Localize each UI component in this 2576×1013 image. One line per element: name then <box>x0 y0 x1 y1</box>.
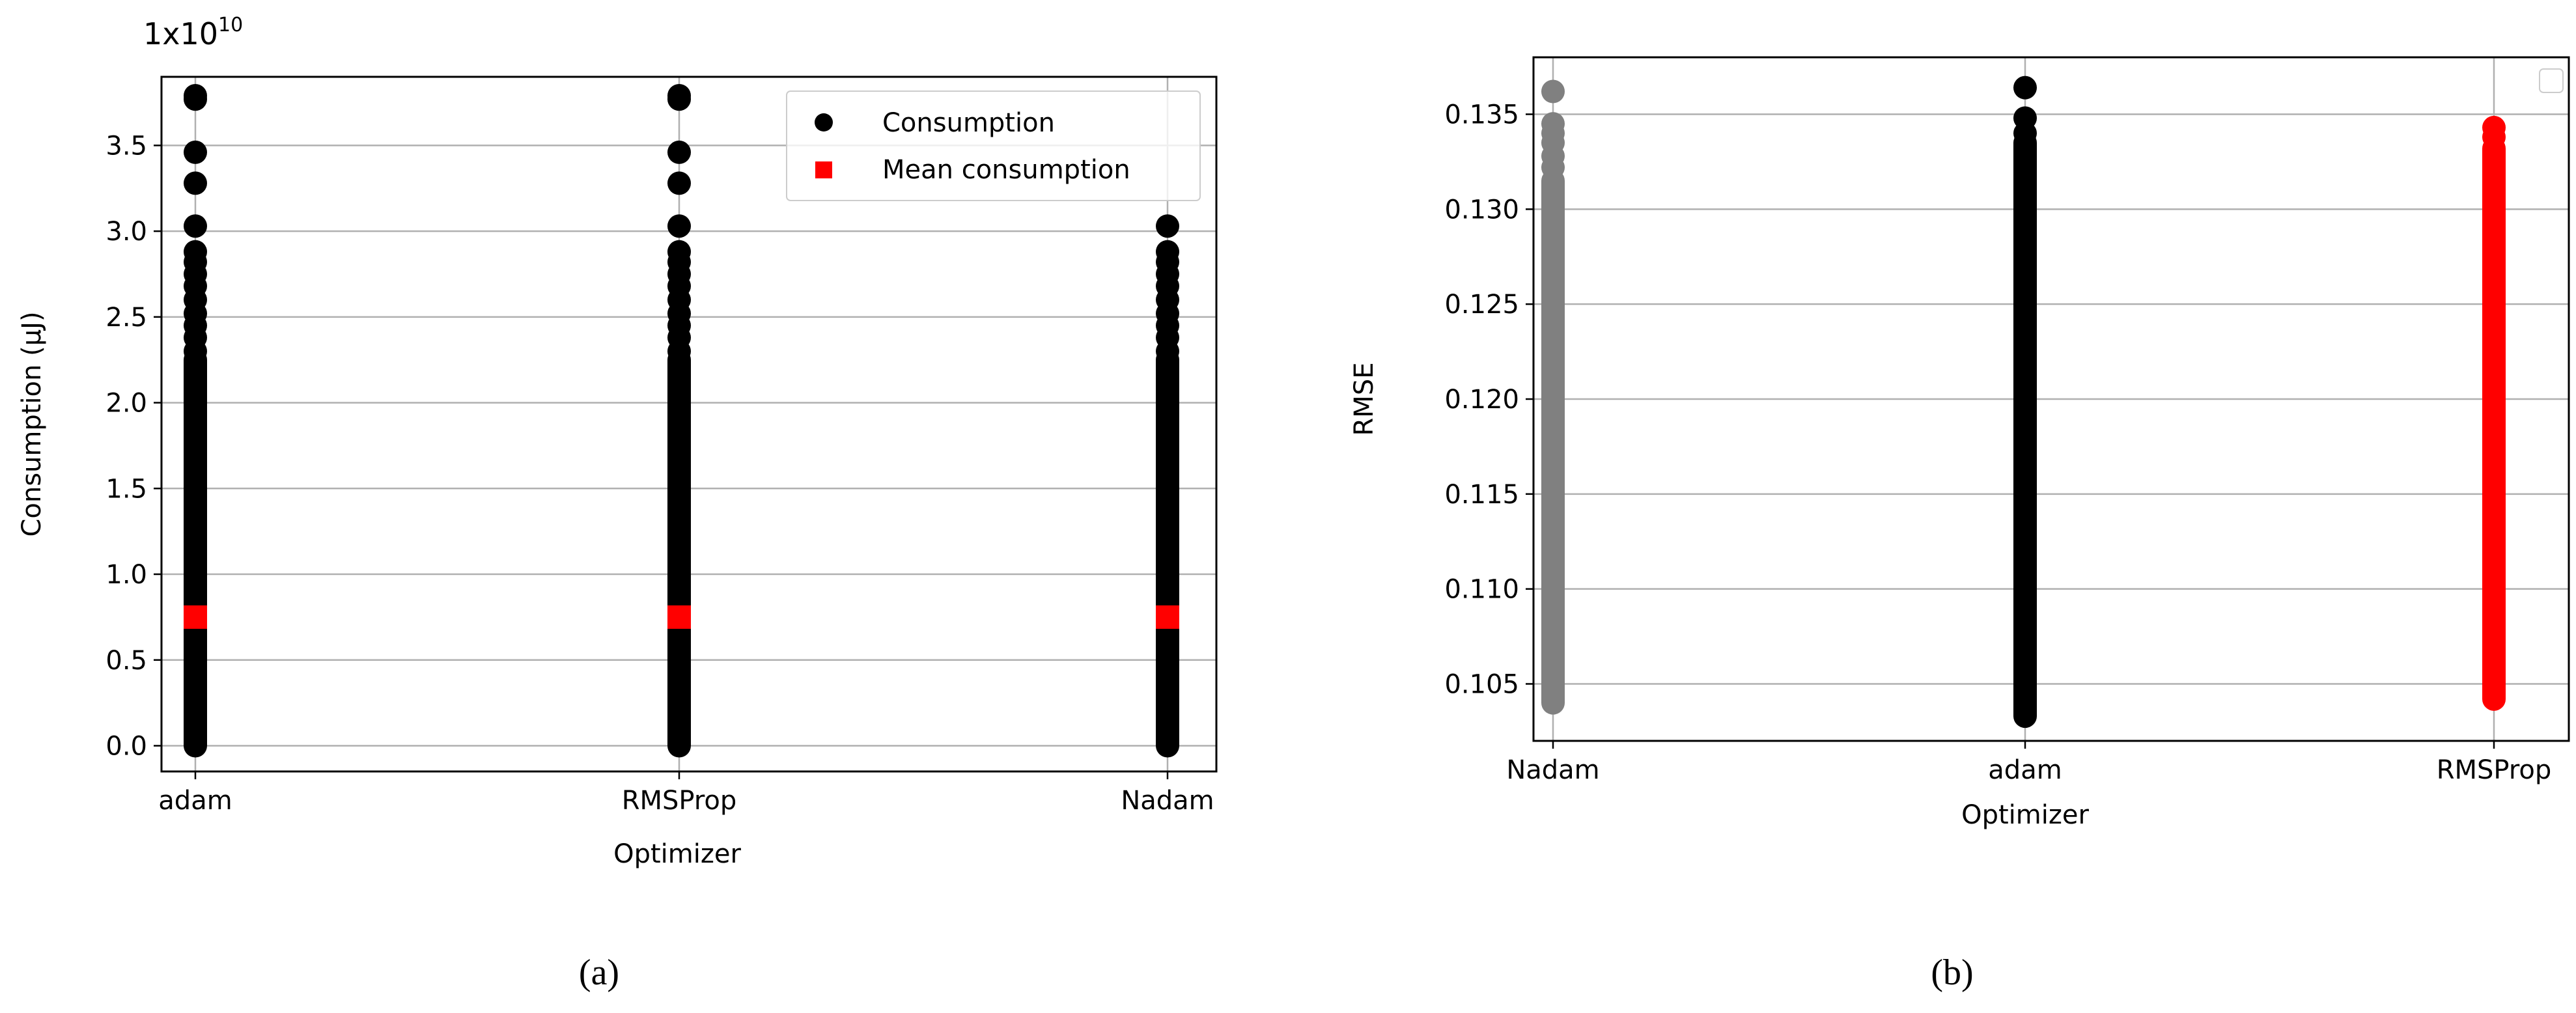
y-tick-label: 2.0 <box>105 389 147 419</box>
x-tick-label: adam <box>158 786 232 816</box>
y-tick-label: 0.125 <box>1444 290 1519 320</box>
grid-lines <box>1533 57 2569 741</box>
data-point <box>1541 112 1565 136</box>
y-axis-ticks: 0.0 0.5 1.0 1.5 2.0 2.5 3.0 3.5 <box>105 131 161 761</box>
data-point <box>2013 76 2037 100</box>
offset-base: 1x10 <box>143 16 218 51</box>
legend-mean-consumption-marker <box>815 161 832 178</box>
chart-panel-a: 0.0 0.5 1.0 1.5 2.0 2.5 3.0 3.5 adam RMSProp Nada… <box>17 14 1218 993</box>
data-point <box>1541 79 1565 104</box>
y-tick-label: 0.105 <box>1444 670 1519 700</box>
mean-marker <box>667 605 691 629</box>
data-point <box>184 214 207 238</box>
data-point <box>2482 115 2506 139</box>
data-point <box>184 83 207 107</box>
data-point <box>667 214 691 238</box>
mean-marker <box>184 605 207 629</box>
y-tick-label: 3.0 <box>105 217 147 247</box>
data-point <box>184 240 207 264</box>
x-tick-label: Nadam <box>1121 786 1214 816</box>
legend-box <box>786 90 1201 201</box>
y-tick-label: 0.130 <box>1444 195 1519 225</box>
x-tick-label: RMSProp <box>622 786 737 816</box>
x-tick-label: RMSProp <box>2437 755 2552 785</box>
data-point <box>667 171 691 195</box>
x-axis-label: Optimizer <box>1961 800 2089 830</box>
data-point <box>2013 106 2037 130</box>
y-axis-ticks: 0.105 0.110 0.115 0.120 0.125 0.130 0.135 <box>1444 100 1533 700</box>
data-point <box>184 140 207 164</box>
data-point <box>1156 214 1179 238</box>
y-tick-label: 2.5 <box>105 303 147 333</box>
y-axis-label: RMSE <box>1349 363 1379 436</box>
caption-a: (a) <box>579 952 619 993</box>
data-point <box>1156 240 1179 264</box>
x-tick-label: Nadam <box>1506 755 1599 785</box>
x-axis-ticks: adam RMSProp Nadam <box>158 771 1214 816</box>
y-tick-label: 1.5 <box>105 474 147 504</box>
plot-frame <box>160 76 1218 773</box>
offset-text: 1x1010 <box>143 14 243 51</box>
x-tick-label: adam <box>1988 755 2062 785</box>
y-tick-label: 1.0 <box>105 560 147 590</box>
mean-marker <box>1156 605 1179 629</box>
legend-mean-consumption-label: Mean consumption <box>882 155 1130 185</box>
y-tick-label: 0.120 <box>1444 385 1519 415</box>
data-point <box>667 240 691 264</box>
y-tick-label: 0.135 <box>1444 100 1519 130</box>
data-points <box>184 83 1179 758</box>
x-axis-ticks: Nadam adam RMSProp <box>1506 741 2551 785</box>
y-tick-label: 0.5 <box>105 646 147 676</box>
y-tick-label: 3.5 <box>105 131 147 161</box>
y-axis-label: Consumption (µJ) <box>17 311 47 536</box>
legend: Consumption Mean consumption <box>786 90 1201 201</box>
legend-consumption-label: Consumption <box>882 108 1055 138</box>
y-tick-label: 0.110 <box>1444 575 1519 605</box>
data-point <box>184 171 207 195</box>
y-tick-label: 0.115 <box>1444 480 1519 510</box>
chart-panel-b: 0.105 0.110 0.115 0.120 0.125 0.130 0.135 Nada… <box>1349 56 2570 993</box>
caption-b: (b) <box>1931 952 1973 993</box>
data-point <box>667 140 691 164</box>
legend-empty-box <box>2539 68 2564 93</box>
legend-consumption-marker <box>815 113 833 132</box>
data-points <box>1541 76 2506 729</box>
offset-exponent: 10 <box>218 14 243 36</box>
x-axis-label: Optimizer <box>613 839 741 869</box>
data-point <box>667 83 691 107</box>
y-tick-label: 0.0 <box>105 731 147 761</box>
